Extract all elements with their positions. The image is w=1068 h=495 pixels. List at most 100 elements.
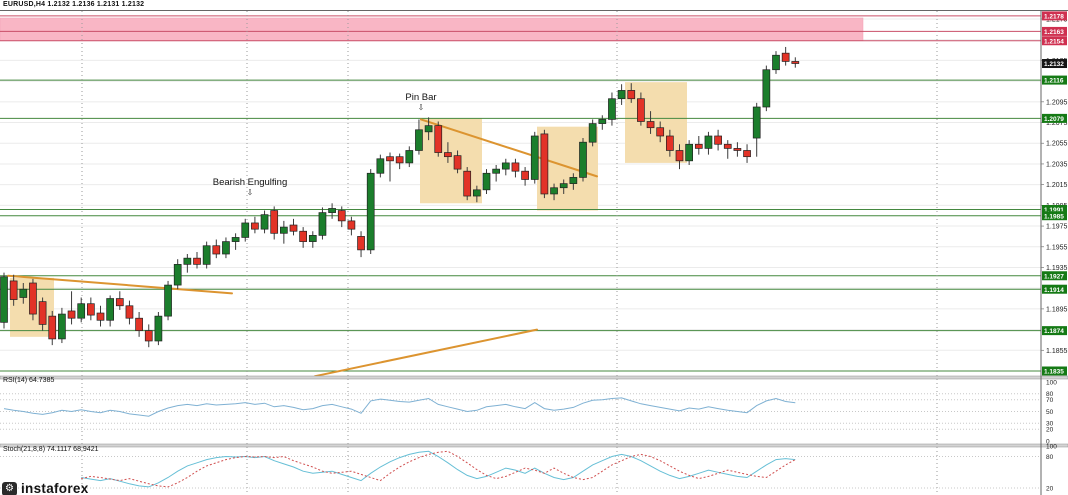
stoch-main-line bbox=[81, 450, 796, 488]
bull-candle bbox=[231, 237, 240, 242]
bull-candle bbox=[752, 106, 761, 139]
bull-candle bbox=[415, 129, 423, 151]
bull-candle bbox=[77, 303, 86, 319]
bear-candle bbox=[656, 127, 665, 137]
price-axis-label: 1.1975 bbox=[1046, 224, 1068, 231]
annotation-text: Bearish Engulfing bbox=[212, 177, 288, 188]
bear-candle bbox=[135, 317, 143, 331]
support-price-badge bbox=[1042, 271, 1067, 281]
bear-candle bbox=[125, 305, 134, 319]
bear-candle bbox=[86, 303, 95, 316]
stoch-indicator-label: Stoch(21,8,8) 74.1117 68.9421 bbox=[3, 446, 99, 453]
rsi-panel bbox=[0, 393, 1041, 430]
price-axis-label: 1.2075 bbox=[1046, 120, 1068, 127]
svg-text:1.2154: 1.2154 bbox=[1044, 38, 1064, 45]
broker-watermark: ⚙ instaforex bbox=[2, 481, 89, 495]
bull-candle bbox=[685, 143, 694, 162]
support-price-badge bbox=[1042, 326, 1067, 336]
annotation-bearish-engulfing[interactable]: Bearish Engulfing ⇩ bbox=[212, 177, 288, 198]
bull-candle bbox=[58, 313, 66, 340]
annotation-pin-bar[interactable]: Pin Bar ⇩ bbox=[405, 93, 436, 113]
resistance-price-badge bbox=[1042, 11, 1067, 21]
bull-candle bbox=[376, 158, 385, 174]
bull-candle bbox=[222, 241, 230, 255]
bull-candle bbox=[762, 69, 771, 108]
support-price-badge bbox=[1042, 75, 1067, 85]
bull-candle bbox=[559, 183, 568, 189]
bear-candle bbox=[743, 150, 751, 158]
rsi-axis-label: 30 bbox=[1046, 421, 1054, 428]
price-axis-label: 1.1855 bbox=[1046, 348, 1068, 355]
svg-text:1.2178: 1.2178 bbox=[1044, 13, 1064, 20]
watermark-text: instaforex bbox=[21, 481, 89, 495]
bear-candle bbox=[521, 170, 529, 180]
price-badges: 1.21781.21631.21541.21161.20791.19911.19… bbox=[1042, 11, 1067, 376]
support-price-badge bbox=[1042, 366, 1067, 376]
bull-candle bbox=[202, 245, 211, 265]
bear-candle bbox=[637, 98, 645, 122]
trendline[interactable] bbox=[314, 328, 538, 378]
bull-candle bbox=[0, 276, 8, 323]
bear-candle bbox=[714, 135, 722, 145]
bull-candle bbox=[704, 135, 713, 149]
down-arrow-icon: ⇩ bbox=[417, 103, 425, 112]
resistance-price-badge bbox=[1042, 36, 1067, 46]
rsi-axis-label: 70 bbox=[1046, 397, 1054, 404]
gear-icon: ⚙ bbox=[2, 481, 17, 495]
bull-candle bbox=[501, 162, 510, 170]
price-axis-label: 1.2015 bbox=[1046, 182, 1068, 189]
bull-candle bbox=[183, 257, 192, 265]
bear-candle bbox=[193, 257, 201, 265]
rsi-axis-label: 50 bbox=[1046, 409, 1054, 416]
svg-text:1.1914: 1.1914 bbox=[1044, 287, 1064, 294]
bull-candle bbox=[405, 150, 414, 164]
bear-candle bbox=[270, 210, 279, 234]
svg-text:1.1835: 1.1835 bbox=[1044, 369, 1064, 376]
trendline[interactable] bbox=[7, 274, 233, 295]
price-axis-label: 1.2035 bbox=[1046, 161, 1068, 168]
bear-candle bbox=[9, 280, 18, 300]
bull-candle bbox=[424, 125, 433, 133]
resistance-zone bbox=[0, 17, 864, 41]
bull-candle bbox=[482, 172, 491, 191]
bull-candle bbox=[608, 98, 616, 120]
bull-candle bbox=[328, 208, 336, 213]
support-price-badge bbox=[1042, 113, 1067, 123]
bull-candle bbox=[308, 235, 317, 242]
trendline[interactable] bbox=[420, 118, 598, 178]
bear-candle bbox=[665, 135, 674, 151]
bear-candle bbox=[386, 156, 394, 162]
bear-candle bbox=[646, 121, 655, 129]
bull-candle bbox=[260, 214, 269, 230]
bull-candle bbox=[318, 212, 327, 236]
bear-candle bbox=[337, 210, 346, 222]
rsi-line bbox=[3, 397, 796, 417]
symbol-timeframe-ohlc: EURUSD,H4 1.2132 1.2136 1.2131 1.2132 bbox=[3, 1, 145, 8]
svg-text:1.1991: 1.1991 bbox=[1044, 207, 1064, 214]
bear-candle bbox=[540, 133, 549, 195]
support-price-badge bbox=[1042, 204, 1067, 214]
bear-candle bbox=[444, 152, 452, 158]
pattern-box bbox=[625, 82, 687, 163]
resistance-price-badge bbox=[1042, 26, 1067, 36]
bear-candle bbox=[299, 230, 307, 242]
bull-candle bbox=[550, 187, 558, 195]
bull-candle bbox=[772, 54, 780, 71]
bear-candle bbox=[791, 61, 800, 64]
svg-text:1.2116: 1.2116 bbox=[1044, 78, 1064, 85]
panel-frame bbox=[0, 10, 1068, 495]
bear-candle bbox=[38, 301, 47, 325]
stoch-signal-line bbox=[81, 450, 796, 488]
bear-candle bbox=[347, 220, 356, 230]
price-axis-label: 1.1895 bbox=[1046, 306, 1068, 313]
bull-candle bbox=[106, 298, 115, 321]
bear-candle bbox=[144, 330, 153, 342]
support-price-badge bbox=[1042, 284, 1067, 294]
bear-candle bbox=[733, 148, 742, 151]
rsi-indicator-label: RSI(14) 64.7385 bbox=[3, 377, 55, 384]
bull-candle bbox=[19, 288, 28, 298]
bear-candle bbox=[251, 222, 259, 230]
bull-candle bbox=[173, 264, 182, 286]
